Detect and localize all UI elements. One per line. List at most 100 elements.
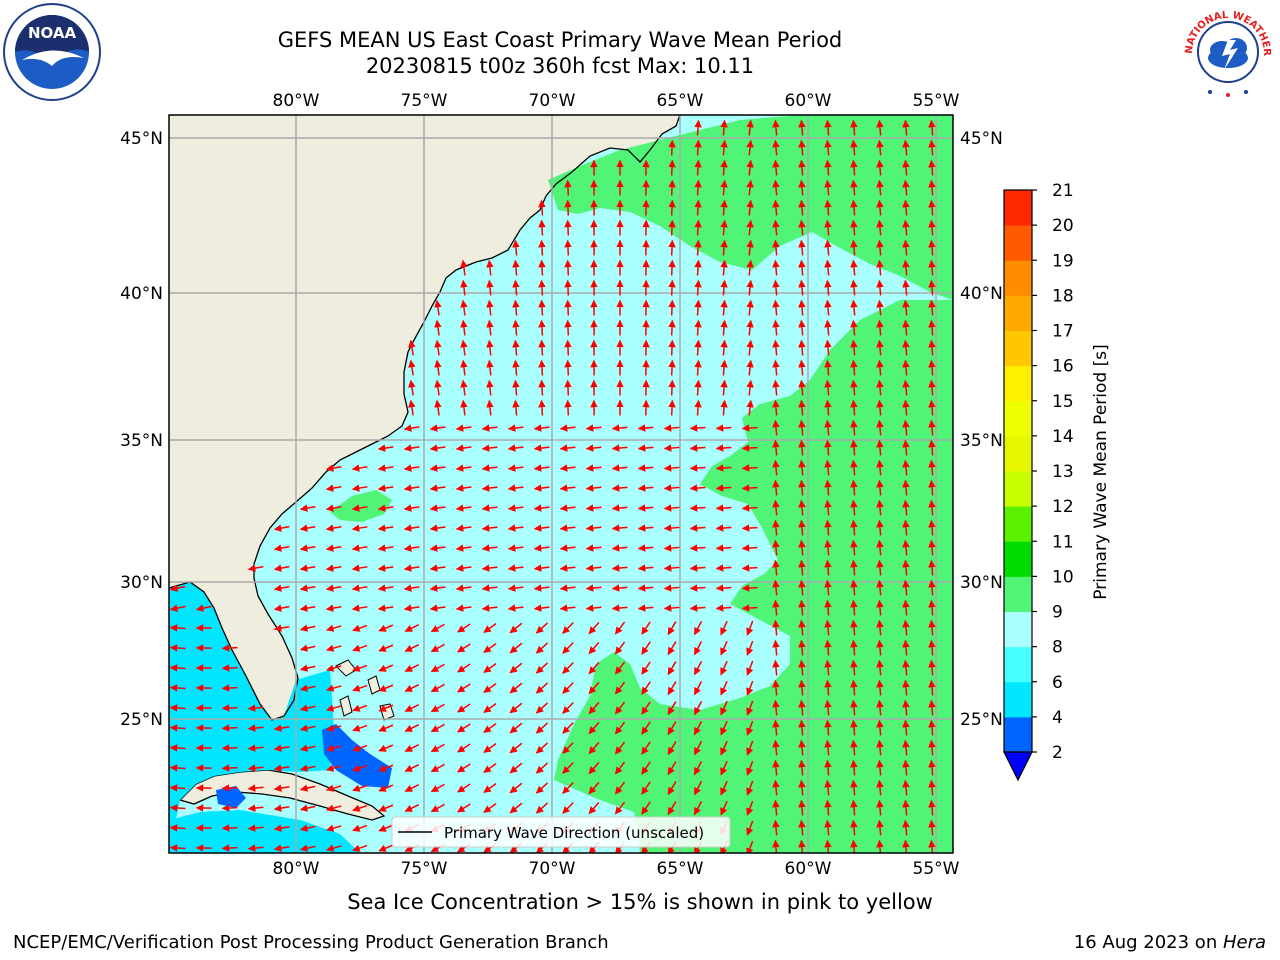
wave-arrow: [481, 604, 498, 612]
wave-arrow: [562, 742, 574, 754]
wave-arrow: [798, 699, 806, 716]
wave-arrow: [876, 819, 884, 836]
wave-arrow: [404, 684, 420, 692]
wave-arrow: [507, 464, 524, 472]
wave-arrow: [221, 784, 238, 792]
wave-arrow: [902, 139, 910, 156]
wave-arrow: [273, 544, 290, 552]
wave-arrow: [507, 424, 524, 432]
lat-label-left: 40°N: [120, 284, 163, 304]
wave-arrow: [614, 701, 626, 715]
colorbar-bin: [1004, 611, 1032, 648]
wave-arrow: [429, 504, 446, 512]
wave-arrow: [689, 564, 706, 572]
wave-arrow: [273, 624, 290, 632]
wave-arrow: [689, 524, 706, 532]
wave-arrow: [824, 659, 832, 676]
wave-arrow: [614, 801, 626, 815]
wave-arrow: [928, 359, 936, 376]
wave-arrow: [928, 119, 936, 136]
wave-arrow: [614, 741, 626, 755]
wave-arrow: [902, 319, 910, 336]
wave-arrow: [824, 319, 832, 336]
wave-arrow: [715, 544, 732, 552]
wave-arrow: [850, 719, 858, 736]
wave-arrow: [299, 784, 316, 792]
lon-label-bottom: 70°W: [529, 859, 576, 879]
wave-arrow: [928, 279, 936, 296]
wave-arrow: [352, 704, 368, 712]
wave-arrow: [928, 199, 936, 216]
lat-label-right: 45°N: [960, 129, 1003, 149]
wave-arrow: [481, 444, 498, 452]
wave-arrow: [641, 681, 651, 695]
colorbar-tick-label: 18: [1052, 286, 1074, 306]
colorbar-tick-label: 4: [1052, 708, 1063, 728]
wave-arrow: [850, 619, 858, 636]
wave-arrow: [772, 159, 780, 176]
wave-arrow: [850, 239, 858, 256]
wave-arrow: [588, 681, 600, 695]
wave-arrow: [798, 759, 806, 776]
wave-arrow: [850, 259, 858, 276]
wave-arrow: [850, 279, 858, 296]
wave-arrow: [434, 299, 442, 316]
wave-arrow: [772, 759, 780, 776]
wave-arrow: [746, 159, 754, 176]
colorbar-bin: [1004, 190, 1032, 226]
wave-arrow: [535, 762, 549, 774]
wave-arrow: [824, 159, 832, 176]
wave-arrow: [455, 584, 472, 592]
wave-arrow: [798, 319, 806, 336]
wave-arrow: [457, 623, 471, 633]
wave-arrow: [481, 504, 498, 512]
colorbar-tick-label: 2: [1052, 743, 1063, 763]
wave-arrow: [689, 464, 706, 472]
wave-arrow: [535, 702, 549, 714]
wave-arrow: [533, 424, 550, 432]
map-subtitle: 20230815 t00z 360h fcst Max: 10.11: [365, 54, 755, 78]
wave-arrow: [637, 544, 654, 552]
wave-arrow: [299, 724, 316, 732]
wave-arrow: [772, 259, 780, 276]
wave-arrow: [486, 259, 494, 276]
wave-arrow: [715, 504, 732, 512]
colorbar-tick-label: 20: [1052, 216, 1074, 236]
wave-arrow: [483, 663, 497, 673]
wave-arrow: [824, 799, 832, 816]
wave-arrow: [614, 781, 626, 795]
wave-arrow: [928, 479, 936, 496]
lon-label-top: 75°W: [401, 91, 448, 111]
wave-arrow: [902, 479, 910, 496]
wave-arrow: [928, 219, 936, 236]
wave-arrow: [538, 259, 546, 276]
wave-arrow: [798, 299, 806, 316]
colorbar-tick-label: 13: [1052, 462, 1074, 482]
colorbar: 2 4 6 8 9 10 11 12 13 14 15 16 17 18 19 20 21: [1003, 181, 1074, 782]
wave-arrow: [876, 779, 884, 796]
wave-arrow: [798, 139, 806, 156]
wave-arrow: [720, 640, 728, 656]
wave-arrow: [535, 642, 549, 654]
wave-arrow: [667, 641, 677, 656]
wave-arrow: [611, 544, 628, 552]
wave-arrow: [377, 464, 394, 472]
wave-arrow: [798, 239, 806, 256]
wave-arrow: [457, 763, 471, 773]
wave-arrow: [404, 804, 420, 812]
wave-arrow: [169, 704, 186, 712]
wave-arrow: [538, 299, 546, 316]
wave-arrow: [746, 620, 754, 636]
wave-arrow: [637, 444, 654, 452]
wave-arrow: [351, 464, 368, 472]
wave-arrow: [562, 622, 574, 634]
wave-arrow: [588, 801, 600, 815]
colorbar-bin: [1004, 435, 1032, 472]
wave-arrow: [928, 779, 936, 796]
wave-arrow: [876, 399, 884, 416]
wave-arrow: [824, 459, 832, 476]
wave-arrow: [772, 119, 780, 136]
wave-arrow: [746, 379, 754, 396]
wave-arrow: [247, 704, 264, 712]
wave-arrow: [876, 759, 884, 776]
